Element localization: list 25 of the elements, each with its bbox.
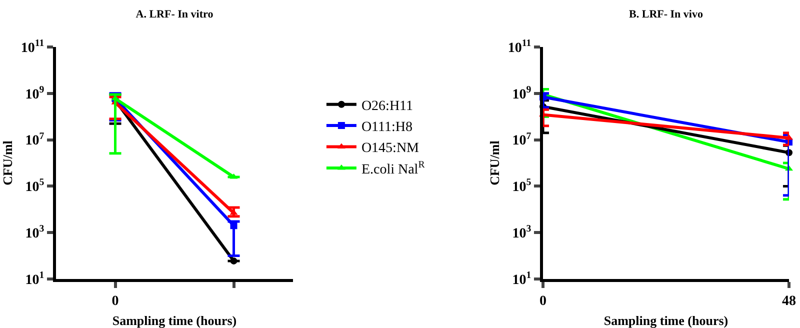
y-tick-label: 10$^{11}$ <box>20 38 44 56</box>
legend-label: O26:H11 <box>361 98 414 114</box>
x-tick-label: 0 <box>540 294 546 309</box>
y-tick-label: 10$^{3}$ <box>25 224 44 242</box>
y-tick-label: 10$^{7}$ <box>512 130 532 149</box>
x-tick-label: 0 <box>112 294 119 309</box>
y-tick-label: 10$^{1}$ <box>25 270 44 288</box>
y-axis-title: CFU/ml <box>486 140 502 186</box>
x-tick-label: 48 <box>782 294 796 309</box>
x-axis-title: Sampling time (hours) <box>604 313 728 328</box>
legend-label: O145:NM <box>361 141 420 156</box>
legend-label: E.coli Nal$^{R}$ <box>361 160 426 178</box>
y-tick-label: 10$^{5}$ <box>512 177 532 196</box>
y-axis-title: CFU/ml <box>0 140 15 186</box>
y-tick-label: 10$^{5}$ <box>25 177 44 196</box>
y-tick-label: 10$^{9}$ <box>25 84 44 102</box>
chart-title: B. LRF- In vivo <box>629 8 704 21</box>
y-tick-label: 10$^{11}$ <box>508 38 532 56</box>
y-tick-label: 10$^{7}$ <box>25 130 44 149</box>
y-tick-label: 10$^{9}$ <box>512 84 532 102</box>
x-axis-title: Sampling time (hours) <box>112 313 237 328</box>
chart-title: A. LRF- In vitro <box>136 8 214 21</box>
legend-label: O111:H8 <box>361 120 413 136</box>
y-tick-label: 10$^{1}$ <box>512 270 532 288</box>
y-tick-label: 10$^{3}$ <box>512 224 532 242</box>
